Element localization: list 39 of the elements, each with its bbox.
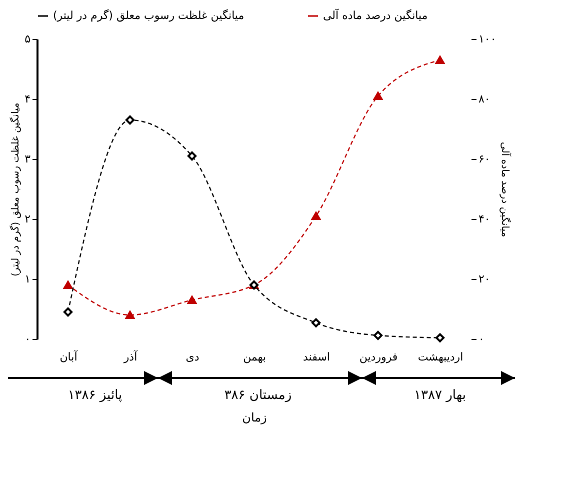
y2-tick-label: ۸۰ xyxy=(478,92,490,106)
point xyxy=(373,92,383,100)
text: بهار ۱۳۸۷ xyxy=(414,388,466,403)
point xyxy=(63,307,73,317)
point xyxy=(187,151,197,161)
point xyxy=(125,310,135,320)
y2-axis-title: میانگین درصد ماده آلی xyxy=(499,142,512,238)
point xyxy=(373,330,383,340)
point xyxy=(435,56,445,64)
x-tick-label: فروردین xyxy=(359,350,398,364)
point xyxy=(311,318,321,328)
y-tick-label: ۲ xyxy=(24,212,31,226)
text: پائیز ۱۳۸۶ xyxy=(68,388,122,403)
y-tick-label: ۵ xyxy=(24,32,31,46)
x-tick-label: اردیبهشت xyxy=(418,350,464,364)
y-tick-label: ۳ xyxy=(24,152,31,166)
x-tick-label: آبان xyxy=(60,350,78,364)
text: زمستان ۳۸۶ xyxy=(224,388,292,403)
y2-tick-label: ۲۰ xyxy=(478,272,490,286)
x-tick-label: اسفند xyxy=(303,350,330,364)
y-axis-title: میانگین غلظت رسوب معلق (گرم در لیتر) xyxy=(10,102,22,276)
point xyxy=(435,333,445,342)
y2-tick-label: ۴۰ xyxy=(478,212,490,226)
point xyxy=(187,296,197,304)
x-tick-label: دی xyxy=(186,350,200,364)
x-tick-label: آذر xyxy=(122,350,138,364)
y-tick-label: ۱ xyxy=(24,272,30,286)
y2-tick-label: ۰ xyxy=(478,332,484,346)
y2-tick-label: ۶۰ xyxy=(478,152,490,166)
y-tick-label: ۴ xyxy=(24,92,31,106)
point xyxy=(125,115,135,125)
legend-label: میانگین غلظت رسوب معلق (گرم در لیتر) xyxy=(53,9,244,22)
y-tick-label: ۰ xyxy=(24,332,30,346)
legend-label: میانگین درصد ماده آلی xyxy=(323,8,428,22)
point xyxy=(63,280,73,290)
point xyxy=(311,212,321,220)
x-axis-title: زمان xyxy=(242,410,268,424)
y2-tick-label: ۱۰۰ xyxy=(478,32,496,46)
x-tick-label: بهمن xyxy=(243,350,266,364)
